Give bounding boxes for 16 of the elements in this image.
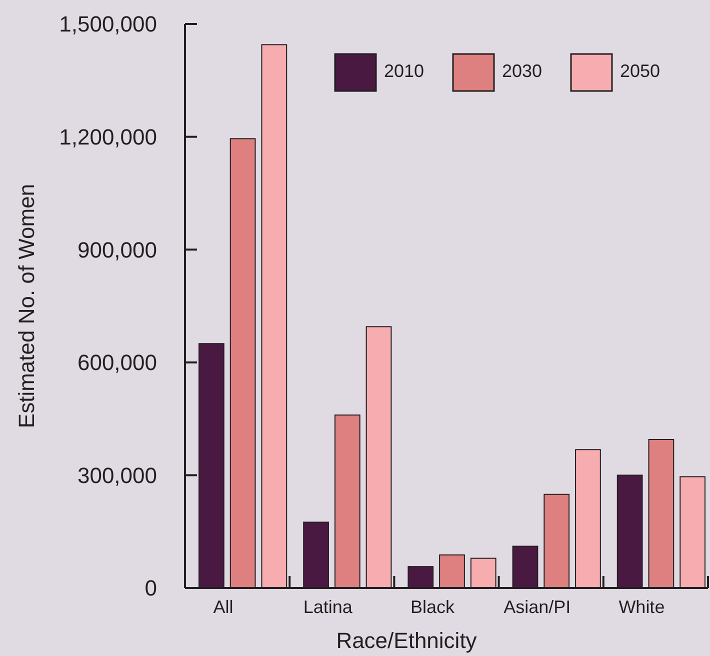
- y-tick-label: 900,000: [77, 237, 157, 262]
- y-tick-label: 300,000: [77, 462, 157, 488]
- x-tick-label: Black: [410, 597, 456, 617]
- y-tick-label: 1,500,000: [59, 12, 157, 37]
- y-tick-label: 600,000: [77, 350, 157, 376]
- x-tick-label: White: [618, 597, 665, 617]
- legend-label: 2030: [502, 61, 542, 81]
- y-axis-title: Estimated No. of Women: [14, 184, 39, 428]
- x-tick-label: All: [213, 597, 234, 617]
- y-tick-label: 0: [144, 576, 157, 601]
- legend-label: 2050: [620, 61, 660, 81]
- y-tick-label: 1,200,000: [59, 124, 157, 150]
- legend-label: 2010: [384, 61, 424, 81]
- x-tick-label: Latina: [303, 597, 354, 617]
- x-axis-title: Race/Ethnicity: [336, 628, 477, 653]
- x-tick-label: Asian/PI: [504, 597, 571, 617]
